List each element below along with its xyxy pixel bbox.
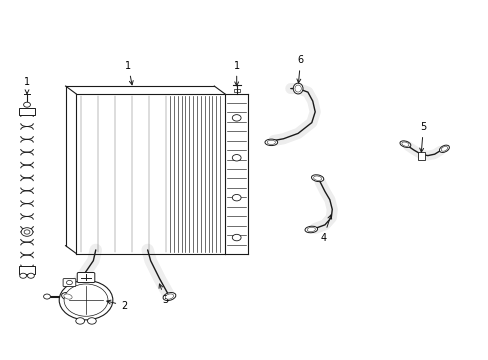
Bar [19, 266, 35, 274]
Circle shape [232, 234, 241, 241]
FancyBboxPatch shape [77, 273, 95, 283]
Ellipse shape [311, 175, 323, 182]
Circle shape [64, 284, 108, 316]
Ellipse shape [266, 140, 275, 144]
Ellipse shape [294, 85, 301, 92]
Circle shape [59, 280, 113, 320]
Circle shape [23, 102, 30, 107]
Text: 6: 6 [296, 55, 303, 83]
Circle shape [232, 114, 241, 121]
Ellipse shape [165, 294, 173, 299]
Circle shape [66, 280, 72, 285]
Ellipse shape [64, 294, 72, 299]
FancyBboxPatch shape [63, 279, 76, 287]
Ellipse shape [440, 147, 447, 151]
Text: 1: 1 [125, 60, 133, 85]
Bar [19, 108, 35, 116]
Circle shape [20, 273, 26, 278]
Text: 1: 1 [233, 60, 239, 86]
Text: 4: 4 [320, 215, 331, 243]
Circle shape [87, 318, 96, 324]
Ellipse shape [293, 83, 303, 94]
Text: 5: 5 [419, 122, 426, 152]
Text: 3: 3 [159, 284, 168, 305]
Text: 2: 2 [106, 300, 127, 311]
Ellipse shape [264, 139, 277, 145]
Bar [233, 89, 239, 92]
Circle shape [43, 294, 50, 299]
Circle shape [27, 273, 34, 278]
Circle shape [21, 228, 33, 236]
Circle shape [24, 230, 30, 234]
Ellipse shape [399, 141, 410, 148]
Text: 1: 1 [24, 77, 30, 94]
Ellipse shape [306, 228, 315, 231]
Ellipse shape [401, 142, 408, 146]
Ellipse shape [439, 145, 448, 152]
Circle shape [232, 194, 241, 201]
Circle shape [232, 154, 241, 161]
Ellipse shape [305, 226, 317, 233]
FancyBboxPatch shape [417, 152, 425, 159]
Ellipse shape [61, 293, 74, 301]
Ellipse shape [163, 293, 176, 301]
Circle shape [76, 318, 84, 324]
Ellipse shape [313, 176, 321, 180]
